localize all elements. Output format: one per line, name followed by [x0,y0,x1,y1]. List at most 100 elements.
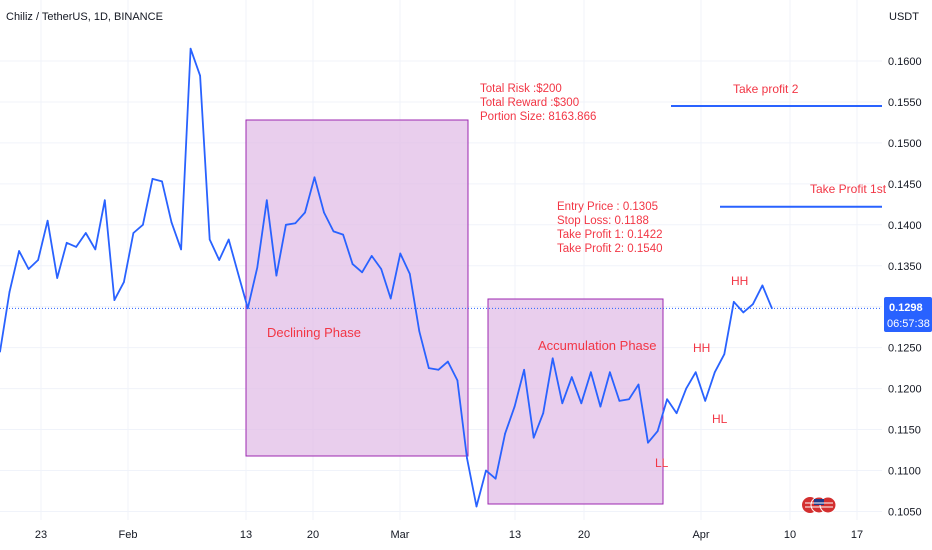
price-series [0,47,773,508]
data-point [237,273,240,275]
trade-plan: Entry Price : 0.1305 Stop Loss: 0.1188 Tak… [557,201,662,255]
data-point [675,412,678,414]
data-point [428,367,430,369]
x-tick-label: Feb [119,529,138,541]
y-tick-label: 0.1450 [888,179,922,191]
x-tick-label: 13 [240,529,252,541]
data-point [475,505,478,508]
take-profit-lines [671,105,882,208]
price-tag-box [884,297,932,332]
data-point [666,398,668,401]
trade-plan-line: Take Profit 2: 0.1540 [557,243,662,255]
data-point [27,268,30,270]
data-point [599,405,602,408]
price-axis[interactable]: 0.16000.15500.15000.14500.14000.13500.13… [888,56,922,518]
data-point [113,299,116,301]
data-point [304,211,306,214]
data-point [342,233,344,236]
ll-label: LL [655,456,669,470]
data-point [485,469,487,472]
accumulation-phase-label: Accumulation Phase [538,338,657,353]
data-point [551,357,554,360]
data-point [628,398,630,401]
x-tick-label: 17 [851,529,863,541]
data-point [704,400,707,402]
data-point [104,199,106,202]
data-point [218,259,220,261]
data-point [370,255,373,257]
hl-label: HL [712,412,728,426]
y-tick-label: 0.1500 [888,138,922,150]
declining-phase-zone [245,119,469,457]
risk-line: Portion Size: 8163.866 [480,111,596,123]
data-point [180,248,182,251]
data-point [199,74,201,77]
data-point [523,368,525,371]
x-tick-label: 10 [784,529,796,541]
data-point [75,246,78,248]
data-point [466,457,468,460]
risk-line: Total Risk :$200 [480,83,562,95]
take-profit-2-label: Take profit 2 [733,82,799,96]
data-point [609,371,611,374]
data-point [313,176,316,179]
data-point [323,211,325,214]
data-point [647,441,649,444]
hh-label-1: HH [693,341,710,355]
data-point [504,432,506,435]
data-point [723,353,726,356]
data-point [46,219,49,222]
y-tick-label: 0.1400 [888,220,922,232]
data-point [84,232,87,234]
data-point [456,379,459,382]
data-point [208,238,211,241]
data-point [761,284,764,287]
trade-plan-line: Stop Loss: 0.1188 [557,215,649,227]
y-tick-label: 0.1100 [888,466,921,478]
x-tick-label: 23 [35,529,47,541]
data-point [447,360,449,363]
y-tick-label: 0.1150 [888,425,921,437]
trade-plan-line: Entry Price : 0.1305 [557,201,658,213]
data-point [656,430,659,432]
x-tick-label: Apr [692,529,709,541]
data-point [380,268,383,270]
data-point [494,477,497,480]
data-point [752,303,754,306]
y-tick-label: 0.1550 [888,97,922,109]
data-point [246,307,249,310]
symbol-title: Chiliz / TetherUS, 1D, BINANCE [6,11,163,23]
data-point [513,405,516,408]
price-tag-price: 0.1298 [889,302,923,314]
data-point [37,259,39,261]
data-point [351,263,354,265]
data-point [571,376,573,378]
declining-phase-label: Declining Phase [267,325,361,340]
data-point [275,274,278,277]
data-point [56,277,58,279]
x-tick-label: 13 [509,529,521,541]
data-point [437,368,440,371]
hh-label-2: HH [731,274,748,288]
data-point [685,387,687,390]
data-point [142,224,144,226]
data-point [8,291,11,293]
data-point [733,300,735,303]
time-axis[interactable]: 23 Feb 13 20 Mar 13 20 Apr 10 17 [35,529,863,541]
data-point [694,371,697,374]
data-point [542,412,545,414]
data-point [161,180,163,183]
risk-line: Total Reward :$300 [480,97,579,109]
data-point [389,297,392,300]
data-point [637,383,640,386]
series-line [0,47,773,508]
data-point [618,400,621,402]
data-point [132,232,135,234]
phase-zones [245,119,664,505]
flag-icon [802,496,837,514]
data-point [713,371,716,374]
data-point [266,199,268,202]
currency-label: USDT [889,11,919,23]
data-point [0,350,1,353]
